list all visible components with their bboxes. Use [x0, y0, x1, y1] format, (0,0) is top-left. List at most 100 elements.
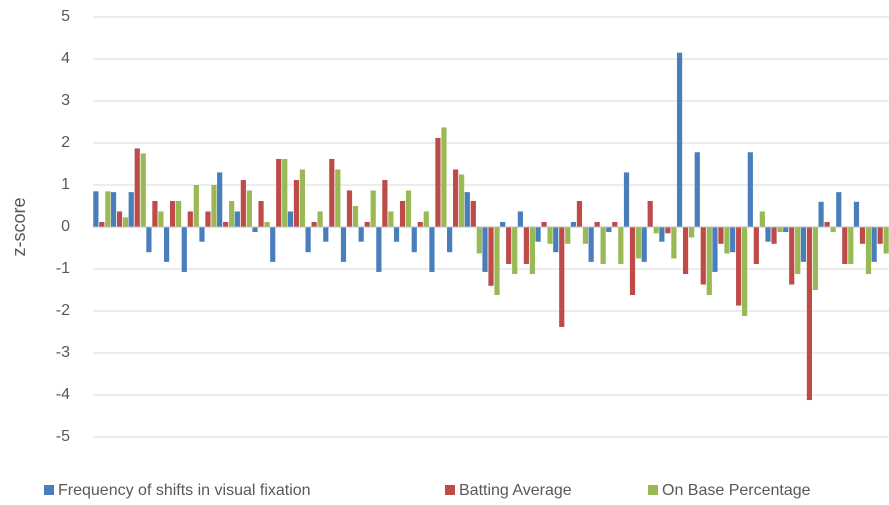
bar: [282, 158, 288, 227]
bar: [759, 211, 765, 227]
bar: [582, 227, 589, 244]
legend-label: Frequency of shifts in visual fixation: [58, 482, 311, 499]
bar: [623, 172, 630, 227]
bar: [824, 221, 830, 227]
y-tick-label: -5: [56, 428, 70, 445]
bar: [859, 227, 866, 244]
y-tick-label: 4: [61, 50, 70, 67]
bar: [329, 158, 335, 227]
bar: [146, 227, 152, 253]
legend-label: On Base Percentage: [662, 482, 811, 499]
bar: [588, 227, 594, 262]
bar: [871, 227, 877, 262]
bar: [287, 211, 294, 227]
bar: [629, 227, 636, 296]
bar: [517, 211, 523, 227]
bar: [706, 227, 712, 296]
bar: [742, 227, 748, 317]
bar: [335, 169, 341, 227]
bar: [152, 200, 158, 227]
bar: [110, 192, 117, 227]
bar: [358, 227, 364, 242]
bar: [488, 227, 494, 286]
bar: [836, 192, 842, 227]
bar: [559, 227, 565, 327]
bar: [229, 200, 235, 227]
bar: [712, 227, 718, 272]
bar: [299, 169, 306, 227]
legend-swatch: [648, 485, 658, 495]
bar: [405, 190, 412, 227]
bar: [176, 200, 182, 227]
bar: [447, 227, 453, 253]
bar: [122, 217, 129, 227]
bar: [848, 227, 854, 264]
bar: [134, 148, 140, 227]
bar: [635, 227, 642, 259]
bar: [388, 211, 394, 227]
bar: [411, 227, 417, 253]
bar: [116, 211, 123, 227]
bar: [512, 227, 518, 275]
bar: [506, 227, 512, 264]
y-tick-label: 2: [61, 134, 70, 151]
bar: [736, 227, 742, 306]
bar: [293, 179, 300, 227]
bar: [305, 227, 311, 253]
bar: [187, 211, 193, 227]
bar: [700, 227, 706, 285]
bar: [500, 221, 506, 227]
bar: [234, 211, 240, 227]
bar: [264, 221, 270, 227]
bar: [576, 200, 583, 227]
bar: [641, 227, 647, 262]
bar: [682, 227, 689, 275]
bar: [818, 201, 824, 227]
bar: [600, 227, 606, 264]
bar: [606, 227, 612, 233]
bar: [252, 227, 258, 233]
bar: [718, 227, 724, 244]
bar: [765, 227, 771, 242]
bar: [618, 227, 624, 264]
bar: [494, 227, 500, 296]
bar: [553, 227, 559, 253]
bar: [211, 185, 217, 227]
bar: [393, 227, 400, 242]
bar: [800, 227, 806, 262]
legend-swatch: [44, 485, 54, 495]
bar: [453, 169, 459, 227]
y-tick-label: 5: [61, 8, 70, 25]
bar: [659, 227, 665, 242]
bar: [99, 221, 105, 227]
bar: [459, 174, 465, 227]
bar: [529, 227, 535, 275]
bar: [164, 227, 170, 262]
bar: [399, 200, 406, 227]
bar: [694, 152, 700, 227]
bar: [105, 191, 111, 227]
bar: [93, 191, 99, 227]
bar: [653, 227, 659, 234]
bar: [777, 227, 783, 233]
y-tick-label: -2: [56, 302, 70, 319]
bar: [806, 227, 812, 401]
bar: [541, 221, 547, 227]
y-tick-label: 0: [61, 218, 70, 235]
bar: [158, 211, 164, 227]
bar: [317, 211, 323, 227]
bar: [665, 227, 671, 234]
bar: [246, 190, 252, 227]
bar: [676, 52, 683, 228]
bar: [883, 227, 889, 254]
bar: [311, 221, 317, 227]
bar: [688, 227, 695, 238]
bar: [464, 192, 470, 227]
bar: [370, 190, 376, 227]
bar: [435, 137, 441, 227]
bar: [647, 200, 653, 227]
bar: [535, 227, 541, 242]
bar: [223, 221, 229, 227]
bar: [724, 227, 730, 254]
